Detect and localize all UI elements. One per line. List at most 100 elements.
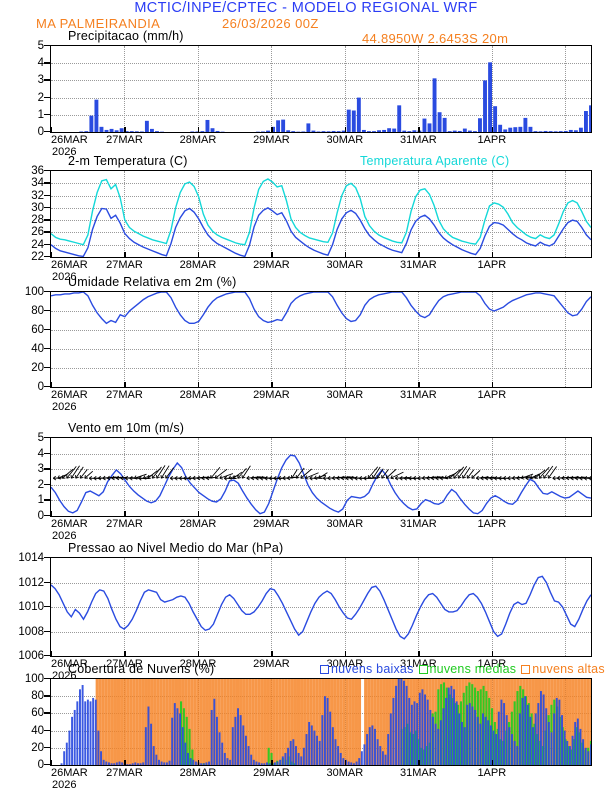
- plot-area-temperature: [50, 170, 592, 258]
- y-tick-label: 40: [31, 343, 44, 355]
- bar-nuvens-baixas: [263, 763, 266, 765]
- legend-swatch-nuvens-medias: [418, 665, 428, 674]
- wind-barb: [165, 467, 175, 479]
- bar: [543, 130, 548, 132]
- x-tick-mark: [491, 760, 494, 765]
- wind-barb: [160, 465, 170, 479]
- bar: [427, 123, 432, 132]
- bar-nuvens-baixas: [242, 725, 245, 765]
- bar-nuvens-baixas: [305, 734, 308, 765]
- bar-high-cloud: [110, 679, 114, 765]
- bar-nuvens-baixas: [313, 730, 316, 765]
- plot-area-precipitation: [50, 45, 592, 133]
- y-tick-label: 5: [37, 40, 44, 52]
- y-tick-mark: [44, 182, 50, 184]
- bar-nuvens-baixas: [539, 691, 542, 765]
- bar-high-cloud: [263, 679, 267, 765]
- series-line: [51, 454, 591, 515]
- bar-nuvens-baixas: [553, 713, 556, 765]
- bar: [104, 129, 109, 132]
- bar-nuvens-medias: [451, 697, 454, 765]
- bar-high-cloud: [159, 679, 163, 765]
- bar-nuvens-baixas: [555, 697, 558, 765]
- bar-nuvens-baixas: [453, 689, 455, 765]
- wind-barb: [385, 469, 397, 479]
- x-tick-mark: [418, 127, 420, 132]
- bar-nuvens-baixas: [518, 713, 521, 765]
- bar-nuvens-baixas: [200, 763, 203, 765]
- bar-nuvens-baixas: [561, 715, 563, 765]
- bar-high-cloud: [495, 679, 499, 765]
- gridline-v: [344, 292, 347, 387]
- bar-nuvens-baixas: [321, 715, 324, 765]
- bar-nuvens-medias: [191, 749, 194, 765]
- bar-nuvens-baixas: [160, 761, 163, 765]
- y-tick-mark: [44, 367, 50, 369]
- bar-high-cloud: [245, 679, 249, 765]
- bar-nuvens-baixas: [455, 701, 458, 765]
- bar-nuvens-baixas: [284, 752, 287, 765]
- bar-high-cloud: [171, 679, 175, 765]
- series-line: [51, 575, 591, 640]
- bar-nuvens-baixas: [508, 727, 511, 765]
- bar-nuvens-baixas: [347, 761, 350, 765]
- wind-barb: [291, 469, 298, 479]
- x-tick-label: 31MAR: [400, 518, 437, 530]
- bar: [129, 131, 134, 132]
- bar-high-cloud: [254, 679, 258, 765]
- y-tick-label: 1012: [18, 576, 44, 589]
- bar-nuvens-baixas: [568, 746, 571, 765]
- bar-nuvens-baixas: [579, 728, 582, 765]
- bar-high-cloud: [568, 679, 572, 765]
- bar-nuvens-baixas: [173, 703, 176, 765]
- bar-high-cloud: [141, 679, 145, 765]
- bar-high-cloud: [385, 679, 389, 765]
- header-station: MA PALMEIRANDIA: [36, 16, 161, 31]
- x-tick-mark: [197, 511, 200, 516]
- bar-nuvens-medias: [267, 747, 270, 765]
- gridline-h: [51, 469, 591, 471]
- bar-nuvens-baixas: [250, 754, 253, 765]
- bar-nuvens-baixas: [471, 706, 474, 765]
- bar-nuvens-baixas: [71, 716, 74, 765]
- bar-high-cloud: [150, 679, 154, 765]
- bar: [94, 99, 99, 132]
- bar: [291, 131, 296, 132]
- wind-barb: [313, 474, 327, 480]
- bar-nuvens-baixas: [171, 717, 174, 765]
- y-tick-mark: [44, 437, 50, 439]
- x-tick-mark: [271, 127, 273, 132]
- x-tick-mark: [51, 651, 53, 656]
- bar-nuvens-baixas: [192, 759, 195, 765]
- wind-barb: [318, 472, 328, 479]
- bar: [553, 131, 558, 132]
- bar-nuvens-medias: [496, 728, 499, 765]
- series-line: [51, 207, 591, 257]
- bar-high-cloud: [272, 679, 276, 765]
- bar-nuvens-baixas: [168, 760, 171, 765]
- bar-high-cloud: [138, 679, 142, 765]
- bar-high-cloud: [266, 679, 270, 765]
- bar-high-cloud: [98, 679, 102, 765]
- bar-nuvens-baixas: [511, 734, 513, 765]
- bar-nuvens-baixas: [582, 739, 585, 765]
- bar-nuvens-baixas: [571, 735, 574, 765]
- bar-high-cloud: [242, 679, 246, 765]
- bar-nuvens-baixas: [447, 687, 450, 765]
- bar-high-cloud: [107, 679, 111, 765]
- y-tick-mark: [44, 630, 50, 632]
- gridline-h: [51, 80, 591, 82]
- y-tick-label: 2: [37, 91, 44, 104]
- bar-nuvens-baixas: [302, 747, 305, 765]
- gridline-v: [124, 46, 126, 132]
- bar-high-cloud: [339, 679, 343, 765]
- x-tick-mark: [124, 382, 126, 387]
- bar-nuvens-baixas: [279, 759, 282, 765]
- bar: [139, 131, 144, 132]
- bar: [316, 131, 321, 132]
- x-tick-label: 1APR: [477, 658, 507, 670]
- y-tick-mark: [44, 243, 50, 246]
- bar-nuvens-baixas: [400, 679, 403, 765]
- bar-high-cloud: [538, 679, 542, 765]
- bar: [210, 128, 215, 132]
